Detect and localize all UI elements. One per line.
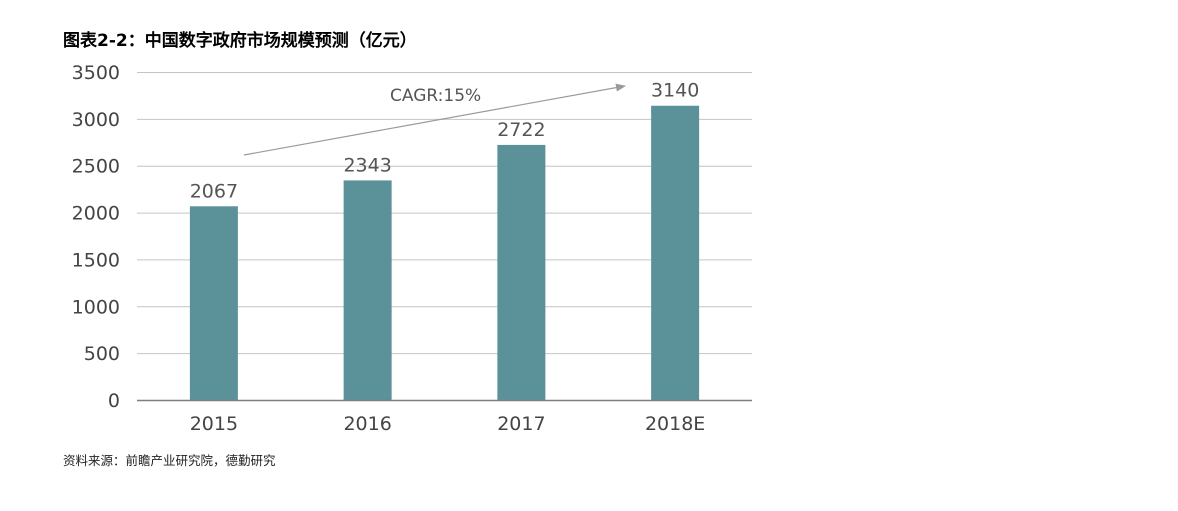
x-tick-label: 2015 <box>190 413 238 435</box>
cagr-arrow <box>243 83 626 156</box>
data-label: 2722 <box>497 119 545 141</box>
bar <box>189 206 238 400</box>
y-tick-label: 1500 <box>72 249 120 271</box>
cagr-annotation: CAGR:15% <box>390 86 481 106</box>
y-tick-label: 500 <box>84 343 120 365</box>
y-tick-label: 3000 <box>72 109 120 131</box>
y-axis-ticks: 0 500 1000 1500 2000 2500 3000 3500 <box>72 62 120 412</box>
data-label: 3140 <box>651 80 699 102</box>
source-note: 资料来源：前瞻产业研究院，德勤研究 <box>63 453 276 468</box>
gridlines <box>137 72 752 355</box>
data-label: 2067 <box>190 180 238 202</box>
bar <box>343 180 392 400</box>
bars <box>189 105 700 400</box>
y-tick-label: 1000 <box>72 296 120 318</box>
y-tick-label: 0 <box>108 390 120 412</box>
bar <box>651 105 700 400</box>
data-labels: 2067 2343 2722 3140 <box>190 80 700 203</box>
y-tick-label: 2000 <box>72 203 120 225</box>
x-tick-label: 2018E <box>645 413 705 435</box>
y-tick-label: 3500 <box>72 62 120 84</box>
x-tick-label: 2017 <box>497 413 545 435</box>
x-axis-ticks: 2015 2016 2017 2018E <box>190 413 706 435</box>
data-label: 2343 <box>343 154 391 176</box>
chart-title: 图表2-2：中国数字政府市场规模预测（亿元） <box>63 31 417 51</box>
x-tick-label: 2016 <box>343 413 391 435</box>
y-tick-label: 2500 <box>72 156 120 178</box>
bar <box>497 144 546 400</box>
